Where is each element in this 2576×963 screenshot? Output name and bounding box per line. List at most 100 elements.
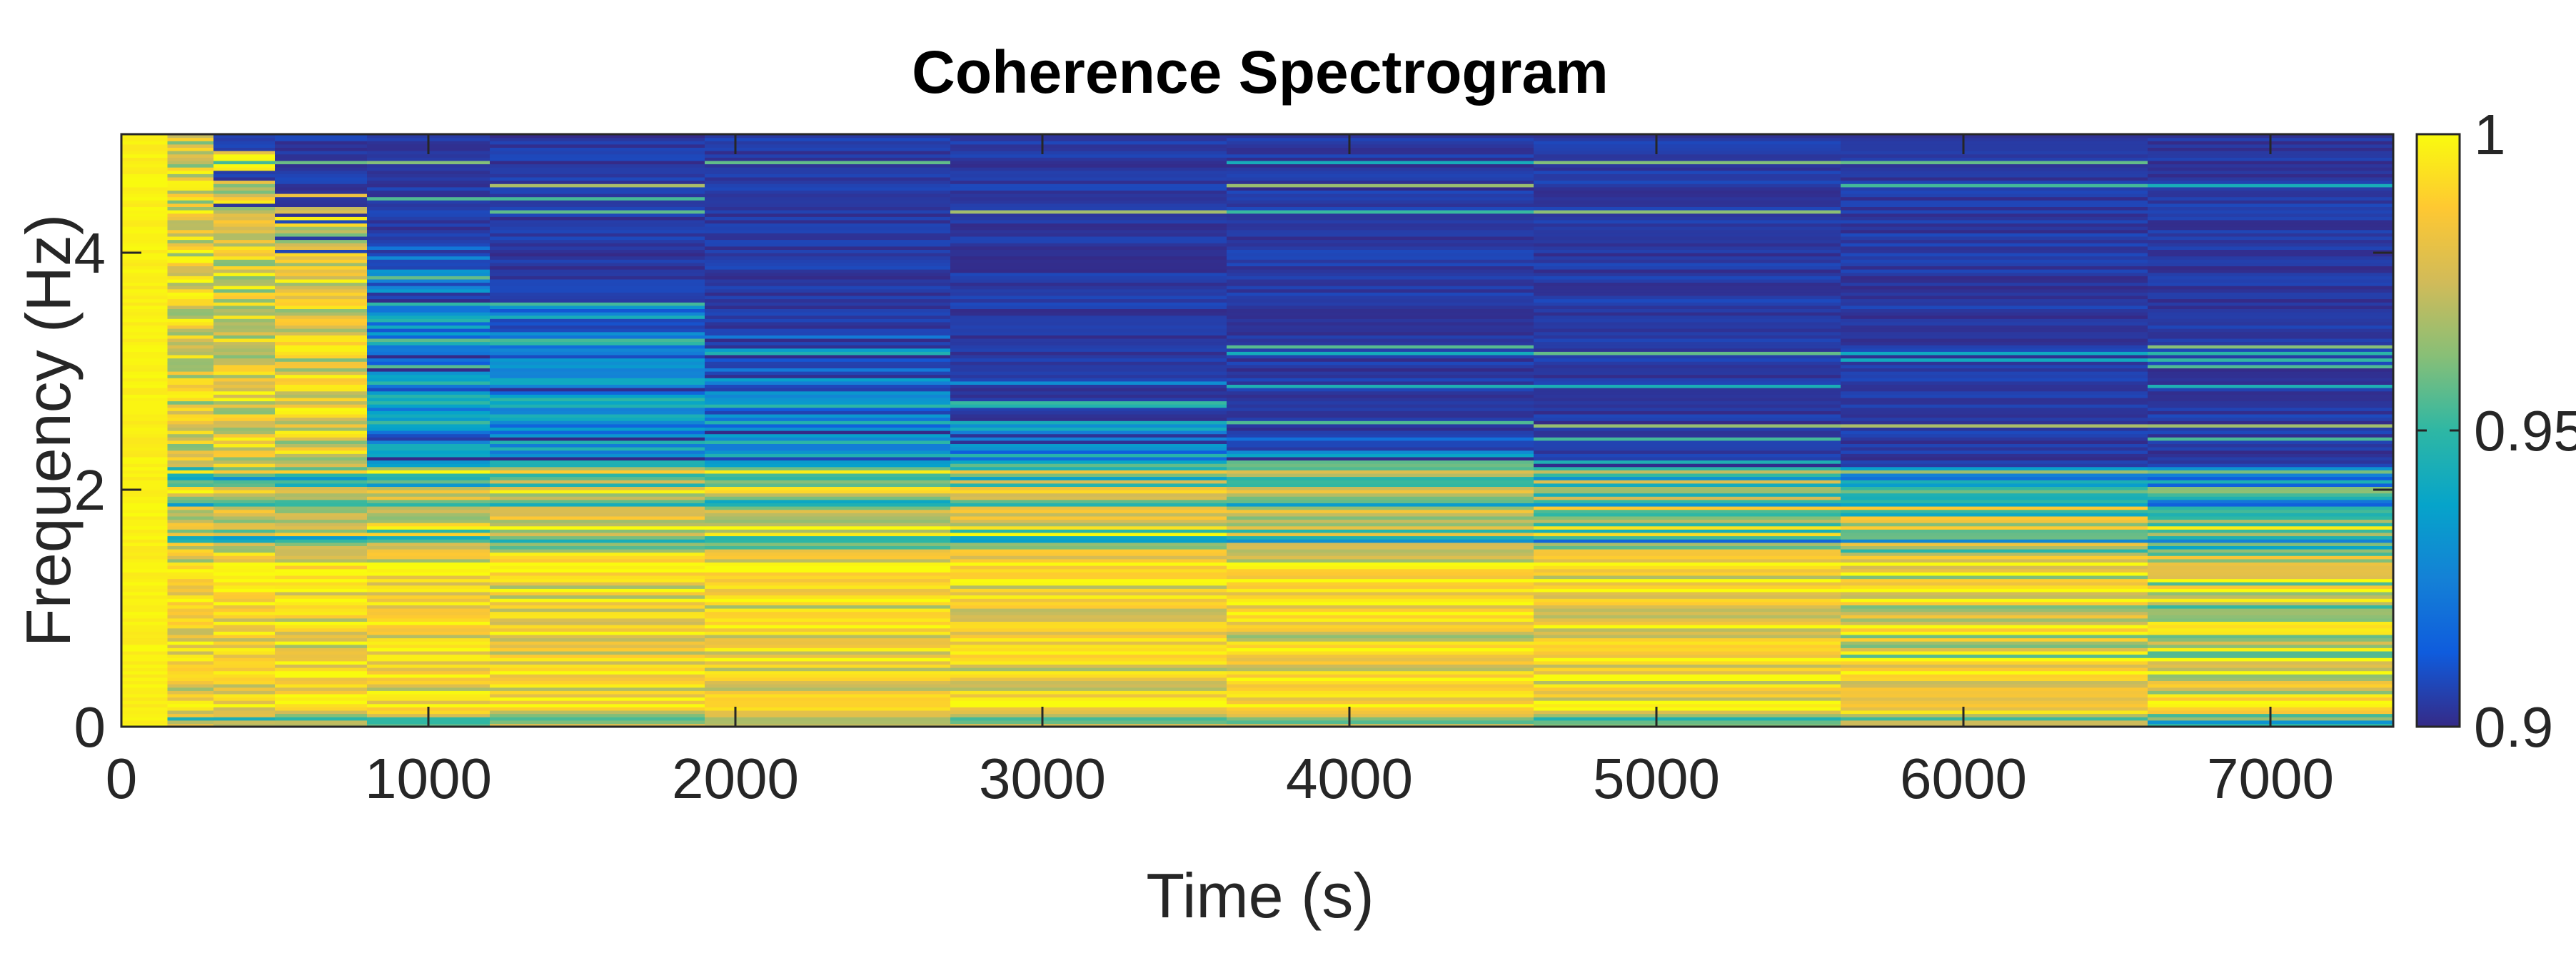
- heatmap-cell: [705, 384, 951, 388]
- heatmap-cell: [490, 483, 705, 487]
- heatmap-cell: [705, 186, 951, 191]
- heatmap-cell: [1227, 259, 1534, 263]
- heatmap-cell: [1841, 562, 2148, 566]
- heatmap-cell: [490, 361, 705, 365]
- heatmap-cell: [1841, 256, 2148, 260]
- heatmap-cell: [167, 183, 214, 188]
- heatmap-cell: [367, 384, 490, 388]
- heatmap-cell: [213, 143, 276, 148]
- heatmap-cell: [1227, 420, 1534, 425]
- heatmap-cell: [490, 650, 705, 655]
- heatmap-cell: [1227, 493, 1534, 497]
- heatmap-cell: [275, 384, 368, 388]
- heatmap-cell: [1841, 278, 2148, 283]
- heatmap-cell: [275, 203, 368, 207]
- heatmap-cell: [121, 345, 168, 349]
- heatmap-cell: [275, 529, 368, 533]
- heatmap-cell: [1227, 167, 1534, 171]
- heatmap-cell: [1227, 710, 1534, 715]
- heatmap-cell: [275, 338, 368, 343]
- heatmap-cell: [1534, 572, 1841, 576]
- heatmap-cell: [1227, 578, 1534, 583]
- heatmap-cell: [490, 269, 705, 273]
- heatmap-cell: [275, 707, 368, 711]
- heatmap-cell: [950, 690, 1227, 695]
- heatmap-cell: [705, 585, 951, 589]
- heatmap-cell: [950, 292, 1227, 296]
- heatmap-cell: [705, 493, 951, 497]
- heatmap-cell: [490, 410, 705, 415]
- heatmap-cell: [705, 407, 951, 411]
- heatmap-cell: [490, 160, 705, 165]
- heatmap-cell: [213, 358, 276, 362]
- heatmap-cell: [705, 693, 951, 698]
- heatmap-cell: [950, 134, 1227, 138]
- heatmap-cell: [167, 298, 214, 303]
- heatmap-cell: [1841, 378, 2148, 382]
- heatmap-cell: [1534, 308, 1841, 313]
- heatmap-cell: [121, 558, 168, 563]
- heatmap-cell: [121, 413, 168, 418]
- heatmap-cell: [1841, 532, 2148, 537]
- heatmap-cell: [1841, 276, 2148, 280]
- heatmap-cell: [213, 325, 276, 329]
- heatmap-cell: [121, 219, 168, 224]
- heatmap-cell: [121, 239, 168, 243]
- heatmap-cell: [705, 621, 951, 625]
- heatmap-cell: [490, 660, 705, 665]
- heatmap-cell: [121, 368, 168, 372]
- heatmap-cell: [1534, 575, 1841, 580]
- heatmap-cell: [1841, 308, 2148, 313]
- heatmap-cell: [275, 141, 368, 145]
- heatmap-cell: [950, 413, 1227, 418]
- heatmap-cell: [1841, 476, 2148, 480]
- heatmap-cell: [213, 611, 276, 615]
- heatmap-cell: [213, 206, 276, 211]
- heatmap-cell: [1227, 400, 1534, 405]
- heatmap-cell: [1534, 298, 1841, 303]
- colorbar: 0.90.951: [2415, 103, 2576, 759]
- heatmap-cell: [367, 654, 490, 658]
- heatmap-cell: [121, 591, 168, 596]
- heatmap-cell: [705, 226, 951, 231]
- heatmap-cell: [1534, 506, 1841, 510]
- heatmap-cell: [167, 157, 214, 161]
- heatmap-cell: [490, 575, 705, 580]
- heatmap-cell: [705, 288, 951, 293]
- heatmap-cell: [1227, 341, 1534, 346]
- heatmap-cell: [2148, 364, 2393, 368]
- heatmap-cell: [121, 302, 168, 306]
- heatmap-cell: [367, 443, 490, 448]
- heatmap-cell: [367, 308, 490, 313]
- heatmap-cell: [2148, 549, 2393, 553]
- heatmap-cell: [1841, 147, 2148, 151]
- heatmap-cell: [705, 348, 951, 352]
- heatmap-cell: [490, 713, 705, 717]
- heatmap-cell: [1841, 163, 2148, 168]
- heatmap-cell: [950, 565, 1227, 570]
- heatmap-cell: [121, 575, 168, 580]
- heatmap-cell: [121, 246, 168, 250]
- heatmap-cell: [2148, 371, 2393, 375]
- heatmap-cell: [213, 641, 276, 645]
- heatmap-cell: [121, 647, 168, 652]
- heatmap-cell: [213, 331, 276, 336]
- heatmap-cell: [950, 400, 1227, 405]
- heatmap-cell: [1841, 552, 2148, 556]
- heatmap-cell: [367, 456, 490, 461]
- heatmap-cell: [490, 707, 705, 711]
- heatmap-cell: [367, 262, 490, 266]
- heatmap-cell: [1534, 456, 1841, 461]
- heatmap-cell: [950, 601, 1227, 605]
- heatmap-cell: [275, 558, 368, 563]
- heatmap-cell: [367, 338, 490, 343]
- heatmap-cell: [1841, 259, 2148, 263]
- heatmap-cell: [121, 503, 168, 507]
- heatmap-cell: [1534, 473, 1841, 478]
- heatmap-cell: [213, 390, 276, 395]
- heatmap-cell: [213, 196, 276, 201]
- heatmap-cell: [1227, 657, 1534, 662]
- heatmap-cell: [213, 690, 276, 695]
- heatmap-cell: [2148, 539, 2393, 543]
- heatmap-cell: [275, 223, 368, 227]
